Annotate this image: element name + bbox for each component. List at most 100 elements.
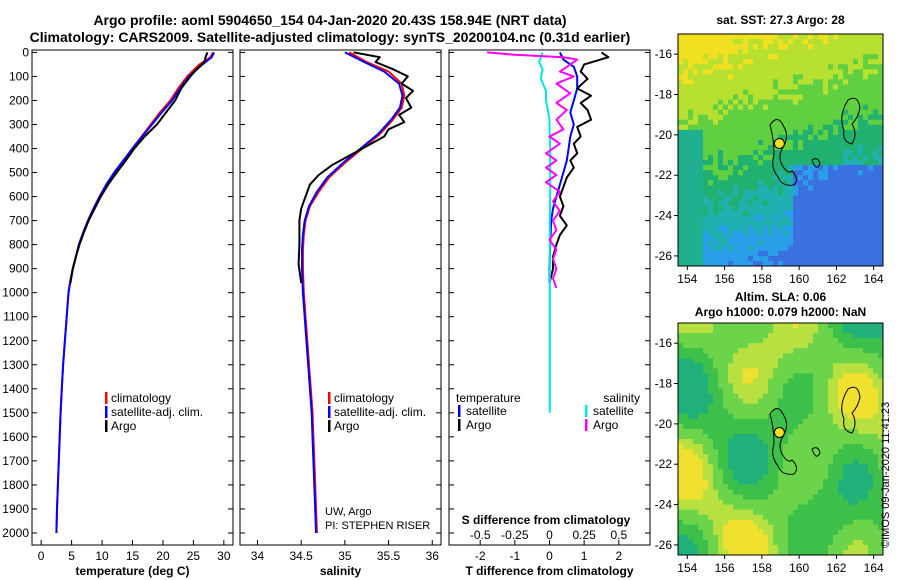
sst-map-cell — [773, 150, 779, 156]
sla-map-cell — [748, 433, 754, 440]
sla-map-cell — [683, 509, 689, 516]
sst-map-cell — [868, 185, 874, 191]
sst-map-cell — [798, 240, 804, 247]
sla-map-cell — [778, 534, 784, 541]
sst-map-cell — [753, 210, 759, 217]
sst-map-cell — [868, 235, 874, 242]
sla-map-cell — [768, 408, 774, 415]
sla-map-cell — [763, 358, 769, 364]
sst-map-cell — [793, 225, 799, 232]
sst-map-cell — [768, 119, 774, 126]
sst-map-cell — [833, 220, 839, 227]
sla-map-cell — [768, 383, 774, 390]
sst-map-cell — [738, 79, 744, 85]
sla-map-cell — [838, 549, 844, 556]
sla-map-cell — [783, 323, 789, 329]
sst-map-cell — [843, 170, 849, 176]
sst-map-cell — [698, 240, 704, 247]
sst-map-cell — [793, 245, 799, 252]
depth-tick-label: 100 — [9, 69, 29, 83]
sla-map-cell — [878, 333, 884, 339]
sst-map-cell — [743, 124, 749, 131]
sst-map-cell — [693, 240, 699, 247]
sst-map-cell — [858, 210, 864, 217]
sla-map-cell — [783, 489, 789, 495]
sla-map-cell — [758, 494, 764, 501]
sla-map-cell — [743, 338, 749, 344]
sst-map-cell — [863, 195, 869, 201]
sla-lon-label: 154 — [677, 561, 697, 575]
sst-map-cell — [798, 144, 804, 151]
sla-map-cell — [878, 529, 884, 536]
sst-map-cell — [828, 250, 834, 257]
sla-map-cell — [853, 373, 859, 379]
sla-map-cell — [693, 549, 699, 556]
sla-map-cell — [838, 464, 844, 470]
sla-map-cell — [803, 499, 809, 506]
sst-map-cell — [768, 59, 774, 65]
sst-map-cell — [758, 160, 764, 166]
sst-map-cell — [778, 155, 784, 161]
sla-map-cell — [778, 504, 784, 511]
sla-map-cell — [798, 464, 804, 470]
sla-map-cell — [703, 378, 709, 385]
sst-map-cell — [763, 64, 769, 70]
sla-map-cell — [738, 439, 744, 445]
sst-map-cell — [783, 39, 789, 45]
sst-map-cell — [828, 165, 834, 171]
sla-map-cell — [718, 363, 724, 369]
sla-map-cell — [808, 343, 814, 349]
sst-map-cell — [693, 134, 699, 141]
sla-map-cell — [788, 534, 794, 541]
sst-map-cell — [698, 34, 704, 40]
sla-map-cell — [828, 323, 834, 329]
sst-map-cell — [868, 49, 874, 55]
sla-map-cell — [688, 398, 694, 405]
sla-map-cell — [798, 328, 804, 334]
sst-map-cell — [788, 94, 794, 101]
sla-map-cell — [708, 388, 714, 395]
sla-map-cell — [743, 444, 749, 450]
sla-map-cell — [818, 499, 824, 506]
sla-map-cell — [743, 368, 749, 374]
sla-map-cell — [788, 539, 794, 546]
sla-map-cell — [798, 439, 804, 445]
sst-map-cell — [708, 109, 714, 116]
sst-map-cell — [798, 129, 804, 136]
sst-map-cell — [838, 49, 844, 55]
sla-map-cell — [693, 363, 699, 369]
sla-map-cell — [808, 373, 814, 379]
sla-map-cell — [753, 398, 759, 405]
sla-map-cell — [853, 323, 859, 329]
sst-map-cell — [863, 64, 869, 70]
sla-map-cell — [728, 433, 734, 440]
sst-map-cell — [703, 124, 709, 131]
sst-map-cell — [683, 114, 689, 121]
sla-map-cell — [848, 464, 854, 470]
sla-map-cell — [858, 338, 864, 344]
sla-map-cell — [723, 383, 729, 390]
sla-map-cell — [738, 479, 744, 485]
sla-map-cell — [753, 444, 759, 450]
sst-map-cell — [703, 134, 709, 141]
sst-map-cell — [808, 134, 814, 141]
sla-map-cell — [828, 444, 834, 450]
sst-map-cell — [808, 255, 814, 262]
sla-map-cell — [693, 519, 699, 526]
sla-map-cell — [823, 494, 829, 501]
sla-map-cell — [808, 534, 814, 541]
sla-map-cell — [693, 343, 699, 349]
sla-map-cell — [788, 333, 794, 339]
sst-map-cell — [768, 150, 774, 156]
sst-map-cell — [778, 114, 784, 121]
sla-map-cell — [718, 378, 724, 385]
sla-map-cell — [713, 383, 719, 390]
sla-map-cell — [713, 358, 719, 364]
sla-map-cell — [693, 418, 699, 425]
sla-map-cell — [828, 504, 834, 511]
sst-map-cell — [783, 225, 789, 232]
sla-map-cell — [798, 479, 804, 485]
sst-map-cell — [858, 205, 864, 212]
sst-map-cell — [713, 190, 719, 196]
sst-map-cell — [773, 124, 779, 131]
